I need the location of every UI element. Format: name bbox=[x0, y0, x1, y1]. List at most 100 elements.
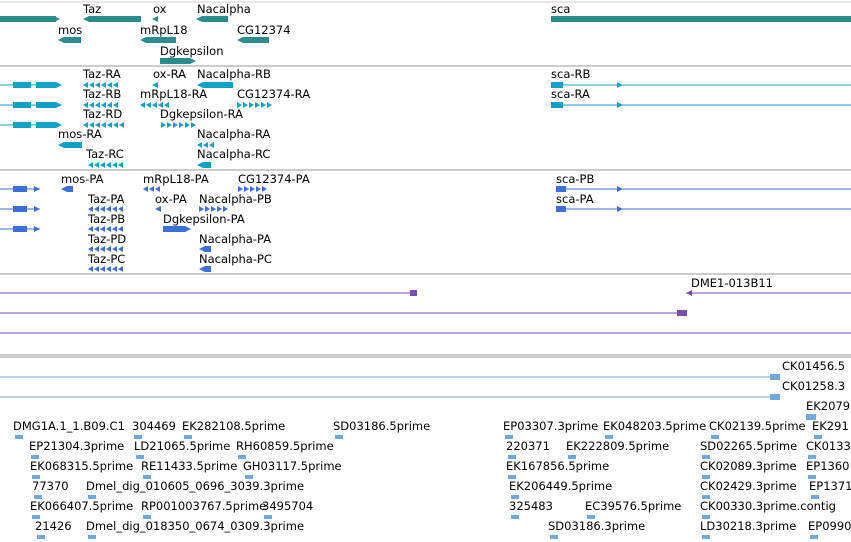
est-feature[interactable] bbox=[31, 455, 39, 459]
est-feature[interactable] bbox=[184, 435, 192, 439]
est-feature[interactable] bbox=[702, 495, 710, 499]
protein-block[interactable] bbox=[100, 266, 105, 272]
transcript-exon[interactable] bbox=[58, 142, 64, 148]
est-feature[interactable] bbox=[136, 455, 144, 459]
protein-block[interactable] bbox=[100, 226, 105, 232]
protein-block[interactable] bbox=[118, 226, 123, 232]
gene-feature[interactable] bbox=[146, 37, 176, 43]
protein-block[interactable] bbox=[163, 226, 185, 232]
gene-feature[interactable] bbox=[196, 16, 202, 22]
protein-block[interactable] bbox=[13, 206, 27, 212]
protein-block[interactable] bbox=[34, 226, 40, 232]
protein-block[interactable] bbox=[106, 206, 111, 212]
protein-block[interactable] bbox=[61, 186, 67, 192]
transcript-exon[interactable] bbox=[551, 102, 563, 108]
transcript-exon[interactable] bbox=[89, 82, 94, 88]
protein-block[interactable] bbox=[94, 206, 99, 212]
est-feature[interactable] bbox=[134, 435, 142, 439]
protein-block[interactable] bbox=[100, 246, 105, 252]
protein-block[interactable] bbox=[106, 246, 111, 252]
transcript-exon[interactable] bbox=[197, 162, 203, 168]
protein-block[interactable] bbox=[211, 206, 216, 212]
transcript-exon[interactable] bbox=[197, 142, 202, 148]
transcript-exon[interactable] bbox=[95, 82, 100, 88]
transcript-exon[interactable] bbox=[112, 162, 117, 168]
clone-end[interactable] bbox=[410, 290, 417, 296]
transcript-exon[interactable] bbox=[255, 102, 260, 108]
protein-block[interactable] bbox=[143, 186, 148, 192]
transcript-exon[interactable] bbox=[101, 122, 106, 128]
protein-block[interactable] bbox=[13, 226, 27, 232]
protein-block[interactable] bbox=[205, 206, 210, 212]
protein-block[interactable] bbox=[34, 206, 40, 212]
transcript-exon[interactable] bbox=[237, 102, 242, 108]
protein-block[interactable] bbox=[100, 206, 105, 212]
protein-block[interactable] bbox=[118, 206, 123, 212]
transcript-exon[interactable] bbox=[113, 82, 118, 88]
transcript-exon[interactable] bbox=[88, 162, 93, 168]
protein-block[interactable] bbox=[94, 226, 99, 232]
transcript-exon[interactable] bbox=[185, 122, 190, 128]
est-feature[interactable] bbox=[808, 475, 816, 479]
protein-block[interactable] bbox=[88, 266, 93, 272]
protein-block[interactable] bbox=[199, 266, 205, 272]
transcript-exon[interactable] bbox=[56, 102, 62, 108]
gene-feature[interactable] bbox=[83, 16, 89, 22]
est-feature[interactable] bbox=[770, 394, 780, 400]
transcript-exon[interactable] bbox=[83, 122, 88, 128]
protein-block[interactable] bbox=[88, 246, 93, 252]
transcript-exon[interactable] bbox=[56, 82, 62, 88]
gene-feature[interactable] bbox=[64, 37, 81, 43]
transcript-exon[interactable] bbox=[95, 122, 100, 128]
est-feature[interactable] bbox=[702, 455, 710, 459]
transcript-exon[interactable] bbox=[617, 82, 623, 88]
transcript-exon[interactable] bbox=[106, 162, 111, 168]
protein-block[interactable] bbox=[112, 266, 117, 272]
transcript-exon[interactable] bbox=[249, 102, 254, 108]
protein-block[interactable] bbox=[262, 186, 267, 192]
transcript-exon[interactable] bbox=[164, 102, 169, 108]
transcript-exon[interactable] bbox=[209, 142, 214, 148]
protein-block[interactable] bbox=[106, 266, 111, 272]
protein-block[interactable] bbox=[112, 226, 117, 232]
transcript-exon[interactable] bbox=[152, 102, 157, 108]
protein-block[interactable] bbox=[556, 206, 566, 212]
protein-block[interactable] bbox=[149, 186, 154, 192]
protein-block[interactable] bbox=[94, 246, 99, 252]
protein-block[interactable] bbox=[34, 186, 40, 192]
transcript-exon[interactable] bbox=[243, 102, 248, 108]
est-feature[interactable] bbox=[245, 475, 253, 479]
gene-feature[interactable] bbox=[54, 16, 60, 22]
transcript-exon[interactable] bbox=[83, 82, 88, 88]
est-feature[interactable] bbox=[814, 435, 822, 439]
protein-block[interactable] bbox=[205, 266, 211, 272]
transcript-exon[interactable] bbox=[203, 162, 211, 168]
est-feature[interactable] bbox=[238, 455, 246, 459]
est-feature[interactable] bbox=[511, 495, 519, 499]
protein-block[interactable] bbox=[112, 206, 117, 212]
est-feature[interactable] bbox=[605, 435, 613, 439]
est-feature[interactable] bbox=[770, 374, 780, 380]
transcript-exon[interactable] bbox=[13, 122, 31, 128]
gene-feature[interactable] bbox=[190, 58, 196, 64]
protein-block[interactable] bbox=[199, 246, 205, 252]
protein-block[interactable] bbox=[205, 246, 211, 252]
protein-block[interactable] bbox=[118, 266, 123, 272]
protein-block[interactable] bbox=[118, 246, 123, 252]
transcript-exon[interactable] bbox=[203, 82, 233, 88]
est-feature[interactable] bbox=[143, 475, 151, 479]
transcript-exon[interactable] bbox=[100, 162, 105, 168]
est-feature[interactable] bbox=[808, 455, 816, 459]
protein-block[interactable] bbox=[244, 186, 249, 192]
protein-block[interactable] bbox=[223, 206, 228, 212]
est-feature[interactable] bbox=[702, 515, 710, 519]
est-feature[interactable] bbox=[32, 515, 40, 519]
transcript-exon[interactable] bbox=[113, 102, 118, 108]
gene-feature[interactable] bbox=[202, 16, 228, 22]
transcript-exon[interactable] bbox=[261, 102, 266, 108]
protein-block[interactable] bbox=[617, 206, 623, 212]
transcript-exon[interactable] bbox=[36, 102, 56, 108]
transcript-exon[interactable] bbox=[267, 102, 272, 108]
protein-block[interactable] bbox=[112, 246, 117, 252]
protein-block[interactable] bbox=[256, 186, 261, 192]
